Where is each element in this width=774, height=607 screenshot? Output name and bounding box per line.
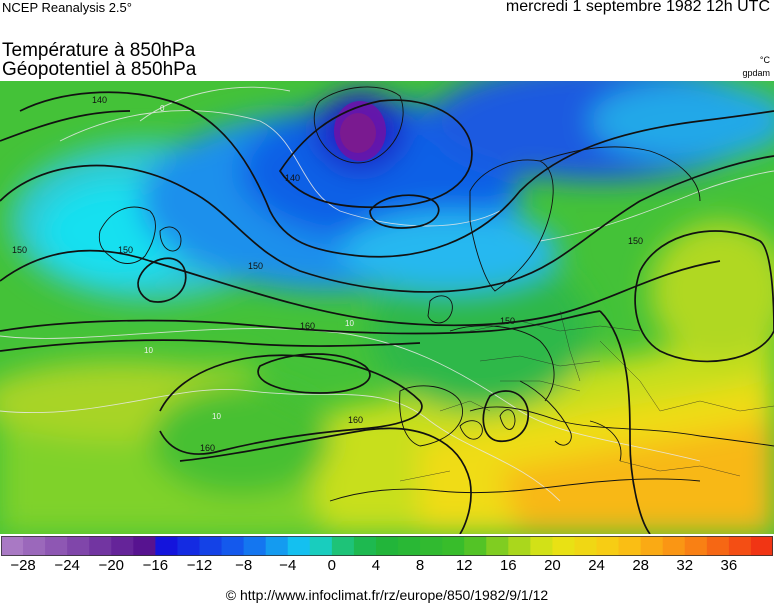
temperature-colorbar xyxy=(1,536,773,556)
colorbar-tick-label: 12 xyxy=(455,557,473,574)
weather-map: 140 140 150 150 150 150 150 160 160 160 … xyxy=(0,81,774,534)
colorbar-cell xyxy=(486,536,509,556)
colorbar-tick-label: 8 xyxy=(415,557,425,574)
contour-label: 160 xyxy=(200,443,215,453)
temperature-field xyxy=(0,81,774,534)
isotherm-label: 10 xyxy=(144,346,153,355)
colorbar-tick-label: −12 xyxy=(186,557,213,574)
map-datetime: mercredi 1 septembre 1982 12h UTC xyxy=(505,0,770,15)
colorbar-tick-label: 20 xyxy=(544,557,561,574)
colorbar-cell xyxy=(287,536,311,556)
colorbar-tick-label: −24 xyxy=(54,557,80,574)
colorbar-tick-label: 24 xyxy=(588,557,605,574)
contour-label: 150 xyxy=(628,236,643,246)
colorbar-cell xyxy=(640,536,664,556)
colorbar-tick-label: 36 xyxy=(720,557,738,574)
colorbar-cell xyxy=(177,536,201,556)
colorbar-cell xyxy=(398,536,421,556)
colorbar-cell xyxy=(596,536,620,556)
unit-geopotential: gpdam xyxy=(742,68,770,78)
colorbar-cell xyxy=(618,536,642,556)
colorbar-tick-label: 28 xyxy=(632,557,649,574)
colorbar-cell xyxy=(552,536,576,556)
contour-label: 140 xyxy=(92,95,107,105)
colorbar-cell xyxy=(199,536,223,556)
colorbar-tick-label: −20 xyxy=(98,557,125,574)
colorbar-cell xyxy=(750,536,773,556)
colorbar-tick-label: 16 xyxy=(499,557,517,574)
colorbar-cell xyxy=(464,536,487,556)
colorbar-cell xyxy=(155,536,179,556)
colorbar-cell xyxy=(23,536,46,556)
colorbar-tick-label: −16 xyxy=(142,557,169,574)
isotherm-label: 0 xyxy=(160,104,165,113)
colorbar-cell xyxy=(331,536,355,556)
colorbar-cell xyxy=(706,536,730,556)
colorbar-cell xyxy=(111,536,134,556)
colorbar-cell xyxy=(375,536,399,556)
colorbar-tick-label: 32 xyxy=(676,557,694,574)
colorbar-cell xyxy=(420,536,443,556)
colorbar-cell xyxy=(1,536,24,556)
colorbar-cell xyxy=(508,536,531,556)
country-borders xyxy=(399,310,774,482)
colorbar-tick-label: −28 xyxy=(10,557,36,574)
contour-label: 150 xyxy=(248,261,263,271)
data-source-label: NCEP Reanalysis 2.5° xyxy=(2,0,132,15)
map-title-temperature: Température à 850hPa xyxy=(2,40,196,61)
isotherm-label: 10 xyxy=(212,412,221,421)
colorbar-cell xyxy=(353,536,377,556)
unit-temperature: °C xyxy=(759,55,770,65)
isotherm-labels: 0 10 10 10 xyxy=(144,104,354,421)
map-title-geopotential: Géopotentiel à 850hPa xyxy=(2,59,197,80)
isotherms xyxy=(0,86,774,502)
colorbar-tick-label: −8 xyxy=(235,557,253,574)
contour-label: 160 xyxy=(300,321,315,331)
contour-label: 160 xyxy=(348,415,363,425)
contour-labels: 140 140 150 150 150 150 150 160 160 160 xyxy=(12,95,643,453)
coastlines xyxy=(98,86,774,502)
colorbar-tick-label: 0 xyxy=(327,557,337,574)
colorbar-cell xyxy=(574,536,598,556)
contour-label: 150 xyxy=(118,245,133,255)
colorbar-cell xyxy=(265,536,289,556)
colorbar-cell xyxy=(309,536,333,556)
colorbar-tick-labels: −28 −24 −20 −16 −12 −8 −4 0 4 8 12 16 20 24 28 32 36 xyxy=(0,557,774,579)
colorbar-cell xyxy=(45,536,68,556)
geopotential-contours xyxy=(0,91,774,534)
colorbar-tick-label: −4 xyxy=(279,557,297,574)
colorbar-cell xyxy=(728,536,752,556)
colorbar-cell xyxy=(89,536,112,556)
source-credit: © http://www.infoclimat.fr/rz/europe/850… xyxy=(225,587,549,603)
isotherm-label: 10 xyxy=(345,319,354,328)
colorbar-cell xyxy=(221,536,245,556)
colorbar-tick-label: 4 xyxy=(371,557,381,574)
colorbar-cell xyxy=(133,536,156,556)
contour-label: 150 xyxy=(12,245,27,255)
contour-label: 150 xyxy=(500,316,515,326)
colorbar-cell xyxy=(530,536,554,556)
colorbar-cell xyxy=(442,536,465,556)
colorbar-cell xyxy=(67,536,90,556)
contour-label: 140 xyxy=(285,173,300,183)
colorbar-cell xyxy=(662,536,686,556)
colorbar-cell xyxy=(243,536,267,556)
colorbar-cell xyxy=(684,536,708,556)
